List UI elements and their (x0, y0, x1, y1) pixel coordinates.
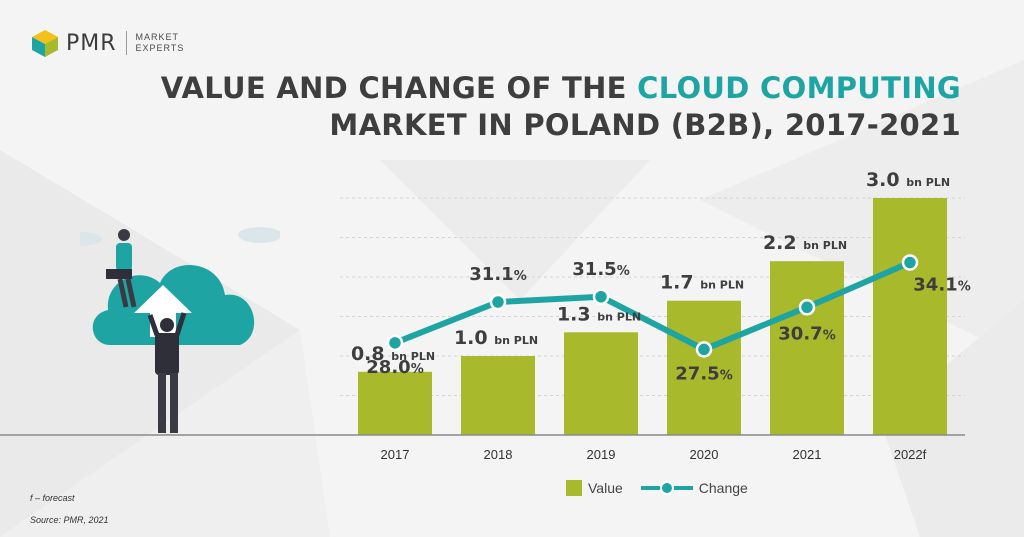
change-value-label: 28.0% (366, 357, 423, 378)
change-point (592, 288, 610, 305)
bar-series (358, 198, 947, 435)
legend: Value Change (566, 480, 748, 496)
brand-logo: PMR MARKET EXPERTS (30, 28, 184, 58)
change-line-series (386, 254, 919, 358)
bar-value-label: 1.7 bn PLN (660, 272, 744, 294)
bar-value-label: 2.2 bn PLN (763, 232, 847, 254)
change-line (393, 259, 912, 353)
bar-value-label: 0.8 bn PLN (351, 343, 435, 365)
x-tick-label: 2020 (690, 447, 719, 462)
pmr-cube-icon (32, 30, 58, 57)
x-tick-label: 2017 (381, 447, 410, 462)
bar-value-label: 1.0 bn PLN (454, 327, 538, 349)
x-tick-labels: 2017 2018 2019 2020 2021 2022f (381, 447, 927, 462)
bar-value-label: 3.0 bn PLN (866, 169, 950, 191)
bar-value-label: 1.3 bn PLN (557, 303, 641, 325)
bar (358, 371, 432, 435)
brand-name: PMR (66, 30, 117, 56)
bar (873, 198, 947, 435)
change-value-label: 27.5% (675, 363, 732, 384)
bar (667, 300, 741, 435)
change-value-label: 30.7% (778, 323, 835, 344)
x-tick-label: 2021 (793, 447, 822, 462)
change-value-label: 34.1% (913, 275, 970, 296)
legend-change-label: Change (698, 480, 748, 496)
bar (564, 332, 638, 435)
x-tick-label: 2022f (894, 447, 927, 462)
change-labels: 28.0% 31.1% 31.5% 27.5% 30.7% 34.1% (366, 259, 970, 385)
x-tick-label: 2019 (587, 447, 616, 462)
change-point (901, 254, 919, 271)
bar (770, 261, 844, 435)
change-point (798, 299, 816, 316)
change-point (489, 293, 507, 311)
legend-value-label: Value (588, 480, 623, 496)
change-point (695, 341, 713, 358)
chart-title: VALUE AND CHANGE OF THE CLOUD COMPUTING … (160, 71, 961, 142)
source-note: Source: PMR, 2021 (30, 515, 109, 525)
footnote: f – forecast (30, 493, 75, 503)
change-value-label: 31.5% (572, 259, 629, 280)
legend-change-swatch (640, 480, 693, 496)
grid-lines (340, 197, 965, 396)
value-labels: 0.8 bn PLN 1.0 bn PLN 1.3 bn PLN 1.7 bn PLN… (351, 169, 950, 365)
bar (461, 356, 535, 435)
change-value-label: 31.1% (469, 264, 526, 285)
brand-subtitle: MARKET EXPERTS (135, 32, 185, 53)
cloud-upload-illustration (80, 227, 280, 433)
x-tick-label: 2018 (484, 447, 513, 462)
change-point (386, 334, 404, 352)
legend-value-swatch (566, 480, 582, 496)
title-highlight: CLOUD COMPUTING (637, 71, 961, 105)
title-line2: MARKET IN POLAND (B2B), 2017-2021 (329, 108, 961, 142)
brand-divider (125, 31, 127, 55)
